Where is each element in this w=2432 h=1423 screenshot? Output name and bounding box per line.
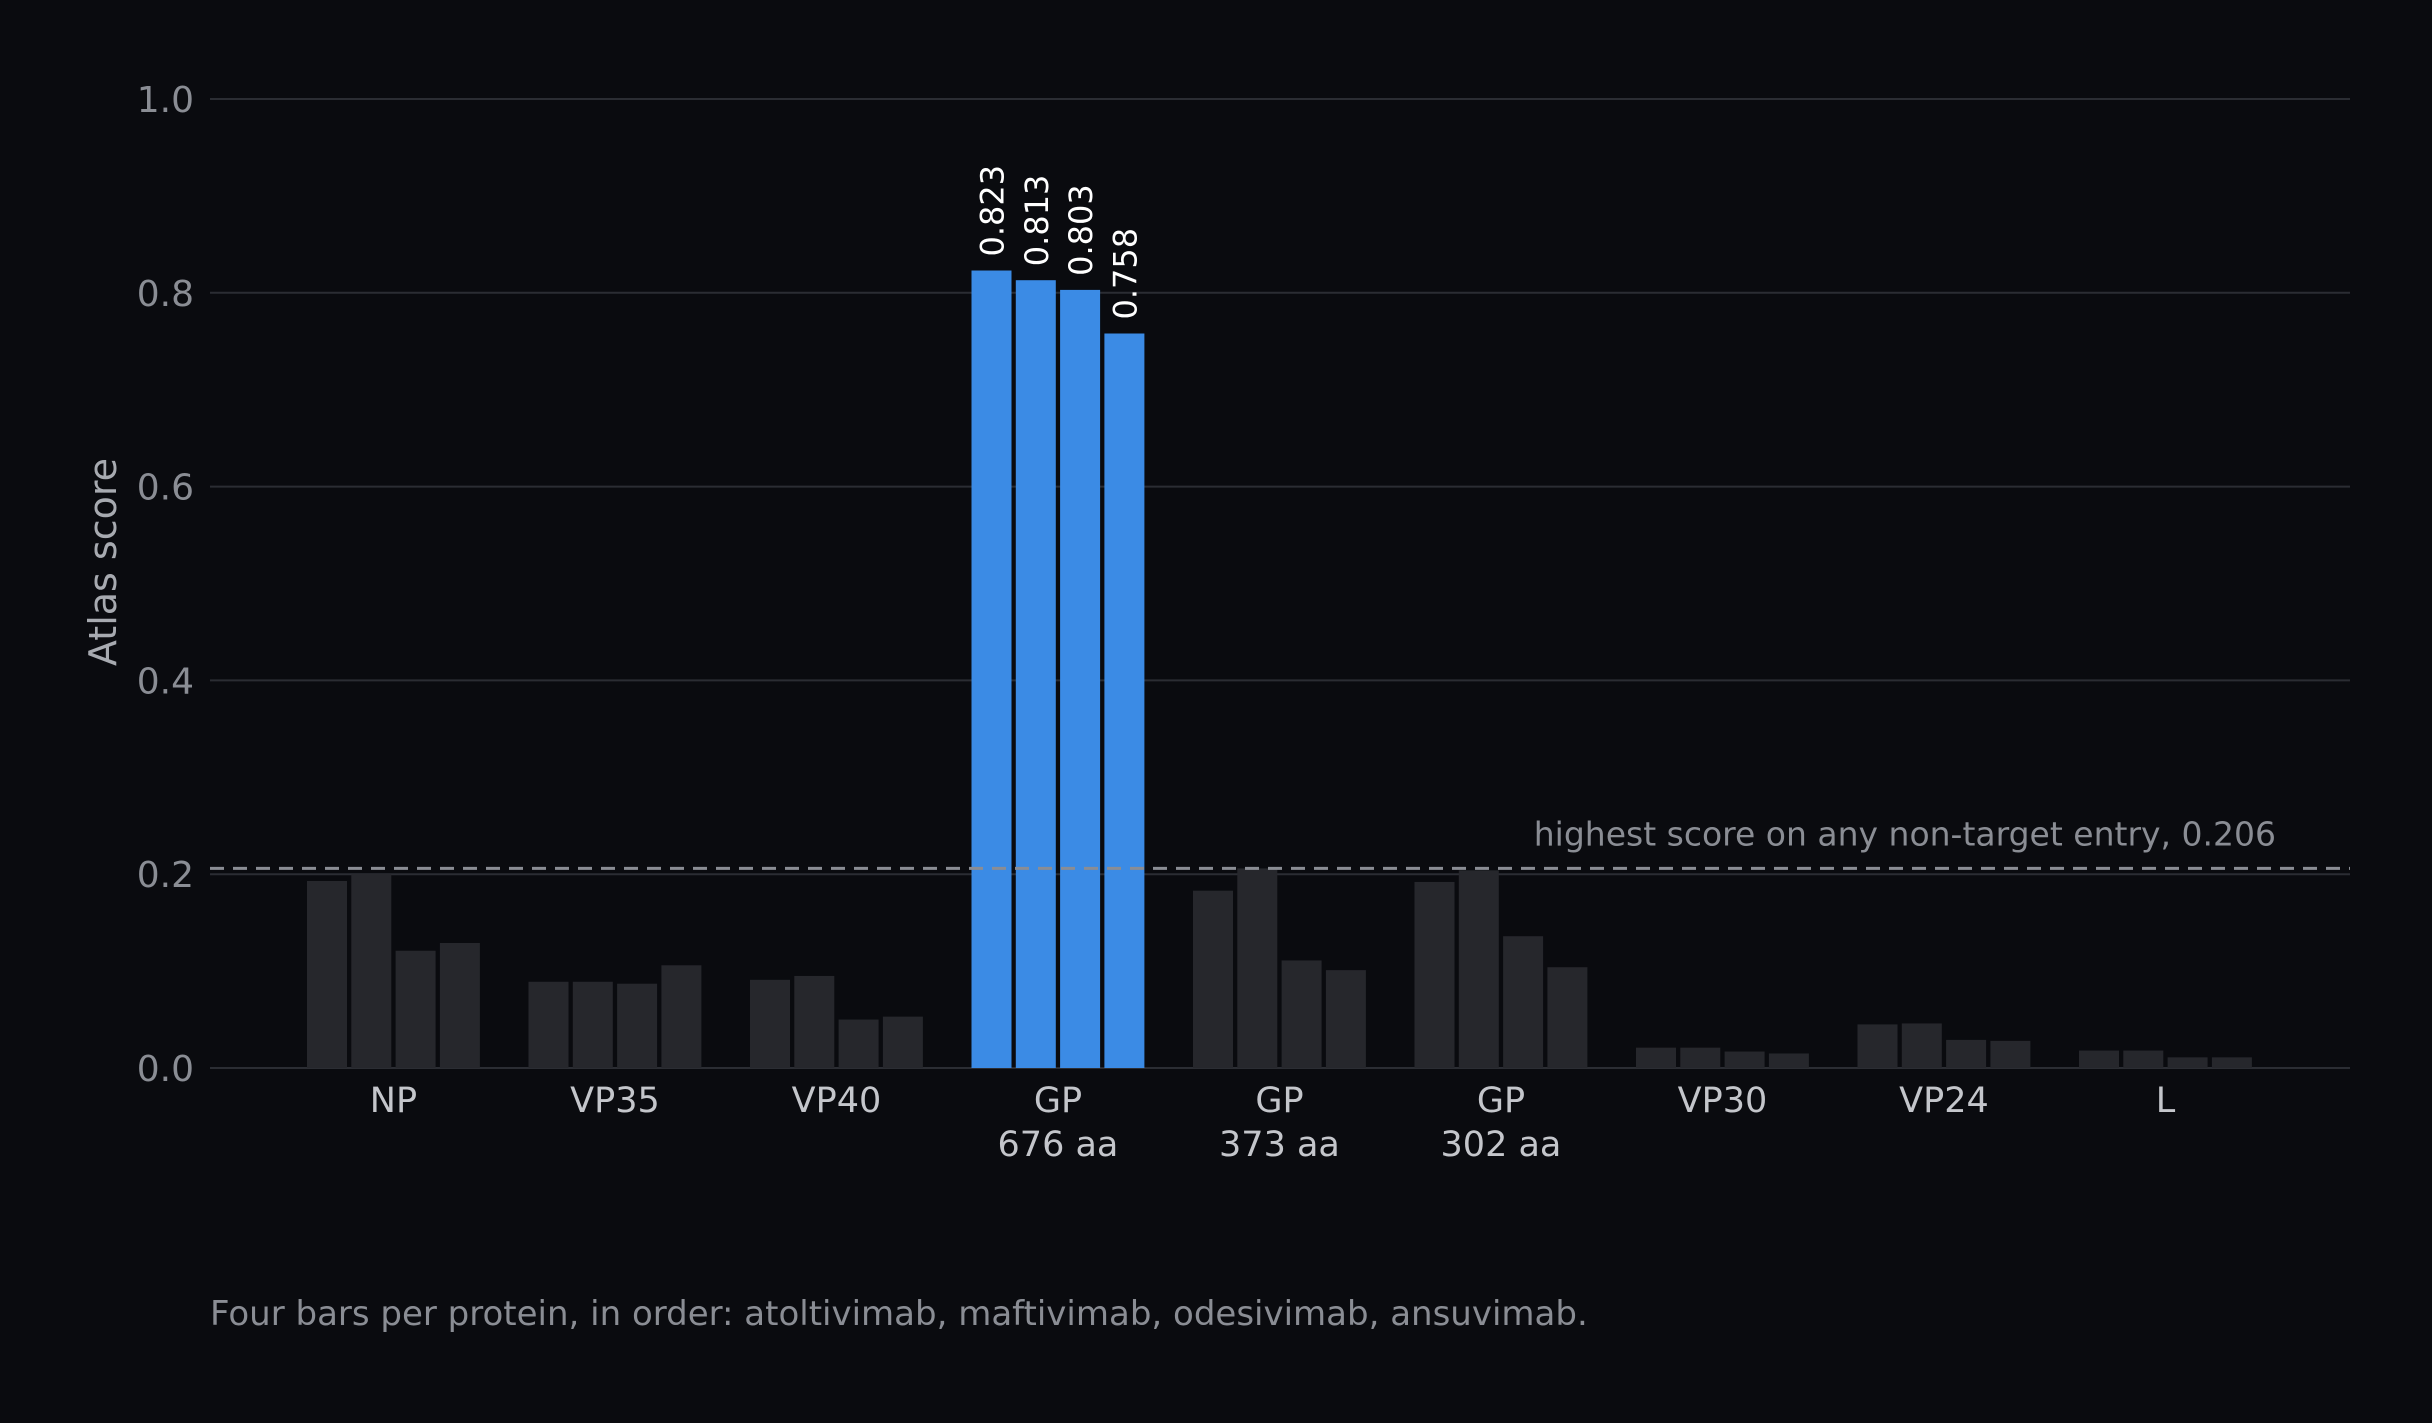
- bar: [882, 1016, 923, 1068]
- chart-caption: Four bars per protein, in order: atoltiv…: [210, 1294, 1588, 1334]
- bar: [1458, 870, 1499, 1068]
- bar: [395, 950, 436, 1068]
- bar: [2167, 1057, 2208, 1068]
- bar: [307, 880, 347, 1068]
- bar: [617, 983, 658, 1068]
- x-tick-sublabel: 676 aa: [998, 1125, 1119, 1165]
- bar: [1325, 970, 1366, 1068]
- bar: [439, 942, 480, 1068]
- reference-line-label: highest score on any non-target entry, 0…: [1534, 814, 2276, 853]
- y-tick-label: 0.2: [137, 855, 194, 896]
- bar-value-label: 0.813: [1018, 175, 1056, 267]
- x-tick-label: NP: [370, 1081, 417, 1121]
- bar: [838, 1019, 879, 1068]
- bar: [661, 965, 702, 1068]
- bar: [2211, 1057, 2252, 1068]
- bar: [351, 874, 392, 1068]
- bar: [1680, 1047, 1721, 1068]
- bar: [1636, 1047, 1676, 1068]
- y-tick-label: 0.4: [137, 661, 194, 702]
- bar: [1015, 280, 1056, 1068]
- bars: [307, 270, 2252, 1068]
- y-tick-label: 0.0: [137, 1049, 194, 1090]
- bar: [1768, 1053, 1809, 1068]
- bar-value-label: 0.803: [1062, 184, 1100, 276]
- bar-value-labels: 0.823 0.813 0.803 0.758: [974, 165, 1145, 320]
- x-tick-label: GP: [1477, 1081, 1525, 1121]
- y-axis-label: Atlas score: [81, 458, 125, 666]
- bar: [1857, 1024, 1898, 1068]
- x-tick-sublabel: 302 aa: [1441, 1125, 1562, 1165]
- x-tick-label: GP: [1255, 1081, 1303, 1121]
- bar: [1901, 1023, 1942, 1068]
- y-tick-label: 0.6: [137, 468, 194, 509]
- x-tick-sublabel: 373 aa: [1219, 1125, 1340, 1165]
- bar: [572, 981, 613, 1068]
- x-tick-label: L: [2156, 1081, 2176, 1121]
- y-tick-label: 1.0: [137, 80, 194, 121]
- bar-value-label: 0.758: [1106, 228, 1144, 320]
- y-axis-ticks: 0.0 0.2 0.4 0.6 0.8 1.0: [137, 80, 194, 1090]
- bar: [1503, 936, 1544, 1068]
- bar: [1060, 289, 1101, 1068]
- bar: [2123, 1050, 2164, 1068]
- bar: [2079, 1050, 2119, 1068]
- bar: [1104, 333, 1145, 1068]
- bar: [1946, 1039, 1987, 1068]
- x-tick-label: GP: [1034, 1081, 1082, 1121]
- bar: [971, 270, 1012, 1068]
- y-tick-label: 0.8: [137, 274, 194, 315]
- bar: [750, 979, 790, 1068]
- x-tick-label: VP24: [1899, 1081, 1989, 1121]
- bar: [1237, 868, 1278, 1068]
- bar-value-label: 0.823: [974, 165, 1012, 257]
- bar: [1724, 1051, 1765, 1068]
- x-tick-label: VP35: [570, 1081, 660, 1121]
- bar: [1193, 890, 1233, 1068]
- bar: [1990, 1040, 2031, 1068]
- x-tick-label: VP40: [792, 1081, 882, 1121]
- x-tick-label: VP30: [1678, 1081, 1768, 1121]
- bar: [1414, 881, 1455, 1068]
- bar: [794, 975, 835, 1068]
- bar: [1281, 960, 1322, 1068]
- bar: [1547, 967, 1588, 1068]
- bar: [528, 981, 569, 1068]
